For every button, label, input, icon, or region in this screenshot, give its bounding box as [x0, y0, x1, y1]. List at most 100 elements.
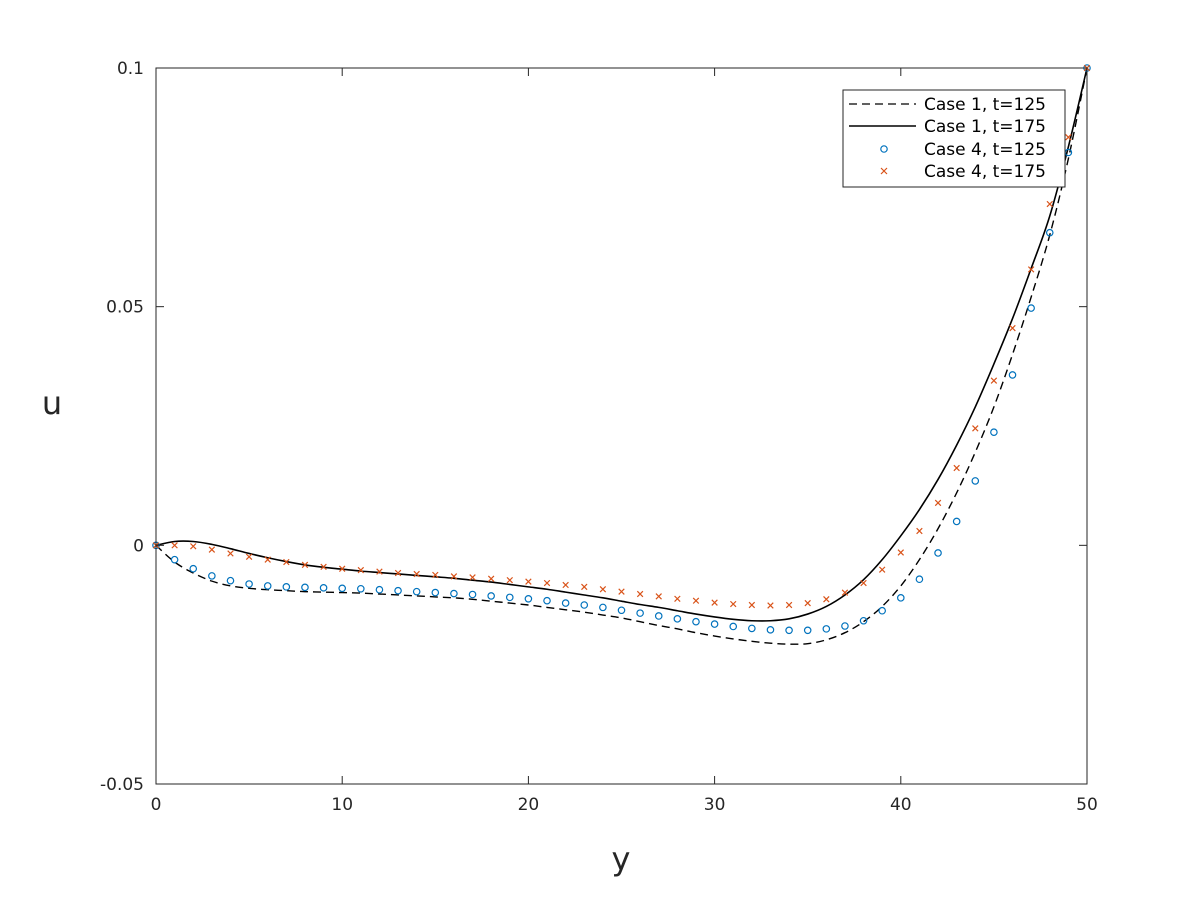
x-axis-title: y — [612, 840, 631, 878]
data-point-x — [1046, 200, 1053, 208]
data-point-x — [450, 573, 458, 580]
data-point-x — [804, 599, 811, 607]
series-line — [155, 67, 1088, 645]
data-point-circle — [412, 587, 421, 596]
x-tick-label: 0 — [151, 795, 162, 815]
data-point-circle — [319, 584, 328, 592]
data-point-circle — [375, 585, 384, 594]
data-point-circle — [952, 517, 961, 526]
data-point-x — [878, 566, 886, 573]
data-point-x — [1009, 324, 1016, 332]
series-0 — [155, 67, 1088, 645]
data-point-circle — [636, 609, 644, 617]
x-tick-label: 50 — [1076, 795, 1098, 815]
data-point-circle — [1008, 371, 1017, 379]
data-point-x — [264, 556, 271, 563]
data-point-x — [208, 546, 216, 553]
data-point-circle — [990, 428, 998, 437]
data-point-circle — [561, 599, 570, 607]
legend-label-case4-t175: Case 4, t=175 — [924, 162, 1046, 182]
legend-box — [842, 89, 1066, 188]
data-point-circle — [859, 616, 868, 625]
data-point-circle — [245, 580, 253, 588]
data-point-x — [413, 570, 420, 578]
data-point-x — [1027, 266, 1035, 273]
data-point-circle — [263, 582, 272, 590]
plot-frame — [155, 67, 1088, 785]
x-tick-label: 30 — [704, 795, 726, 815]
y-tick-label: 0 — [133, 536, 144, 556]
data-point-circle — [394, 586, 402, 595]
data-point-circle — [301, 583, 309, 592]
data-point-x — [525, 578, 532, 585]
data-point-x — [301, 561, 309, 569]
data-point-x — [785, 601, 793, 609]
y-tick-label: 0.05 — [106, 298, 144, 318]
data-point-x — [581, 583, 588, 591]
data-point-circle — [1045, 228, 1054, 237]
data-point-circle — [729, 622, 738, 631]
data-point-circle — [673, 615, 682, 623]
data-point-x — [227, 550, 234, 557]
series-layer — [152, 64, 1091, 645]
data-point-circle — [524, 594, 533, 603]
x-tick-label: 10 — [331, 795, 353, 815]
data-point-circle — [543, 596, 551, 605]
legend: Case 1, t=125 Case 1, t=175 Case 4, t=12… — [842, 89, 1066, 188]
data-point-circle — [505, 593, 514, 602]
data-point-circle — [915, 575, 924, 584]
series-3 — [152, 64, 1091, 609]
data-point-x — [469, 574, 476, 581]
data-point-x — [674, 595, 681, 603]
data-point-x — [432, 571, 439, 579]
legend-label-case4-t125: Case 4, t=125 — [924, 140, 1046, 160]
data-point-circle — [803, 626, 812, 635]
data-point-x — [748, 601, 756, 609]
legend-label-case1-t175: Case 1, t=175 — [924, 117, 1046, 137]
data-point-x — [376, 568, 383, 575]
data-point-circle — [208, 572, 216, 580]
data-point-x — [171, 542, 178, 549]
data-point-circle — [766, 626, 775, 634]
data-point-x — [692, 597, 700, 604]
data-point-circle — [431, 588, 440, 597]
data-point-circle — [692, 617, 700, 626]
data-point-x — [487, 575, 495, 582]
data-point-circle — [971, 477, 980, 485]
data-point-x — [729, 600, 737, 608]
data-point-x — [767, 602, 774, 609]
data-point-circle — [580, 601, 589, 609]
data-point-x — [711, 599, 718, 606]
data-point-circle — [617, 606, 626, 615]
data-point-x — [953, 464, 960, 472]
data-point-x — [599, 586, 607, 593]
data-point-x — [636, 590, 644, 598]
data-point-circle — [170, 555, 179, 564]
data-point-x — [562, 581, 569, 589]
x-tick-label: 40 — [890, 795, 912, 815]
data-point-circle — [878, 606, 886, 615]
series-line — [155, 67, 1088, 622]
data-point-circle — [189, 564, 198, 573]
data-point-circle — [357, 584, 365, 593]
data-point-x — [618, 588, 625, 595]
data-point-x — [543, 579, 551, 587]
y-tick-label: 0.1 — [117, 59, 144, 79]
data-point-x — [823, 596, 830, 603]
data-point-circle — [748, 624, 756, 633]
data-point-circle — [934, 549, 942, 557]
data-point-x — [338, 565, 346, 572]
legend-swatch-circle-marker — [880, 145, 888, 153]
data-point-circle — [226, 576, 235, 585]
data-point-x — [841, 589, 849, 596]
data-point-circle — [710, 620, 719, 628]
data-point-x — [972, 425, 979, 432]
data-point-circle — [599, 603, 607, 612]
data-point-circle — [785, 626, 793, 635]
series-1 — [155, 67, 1088, 622]
data-point-circle — [654, 612, 663, 620]
data-point-x — [320, 563, 327, 571]
y-tick-label: -0.05 — [100, 775, 144, 795]
data-point-circle — [450, 589, 458, 598]
